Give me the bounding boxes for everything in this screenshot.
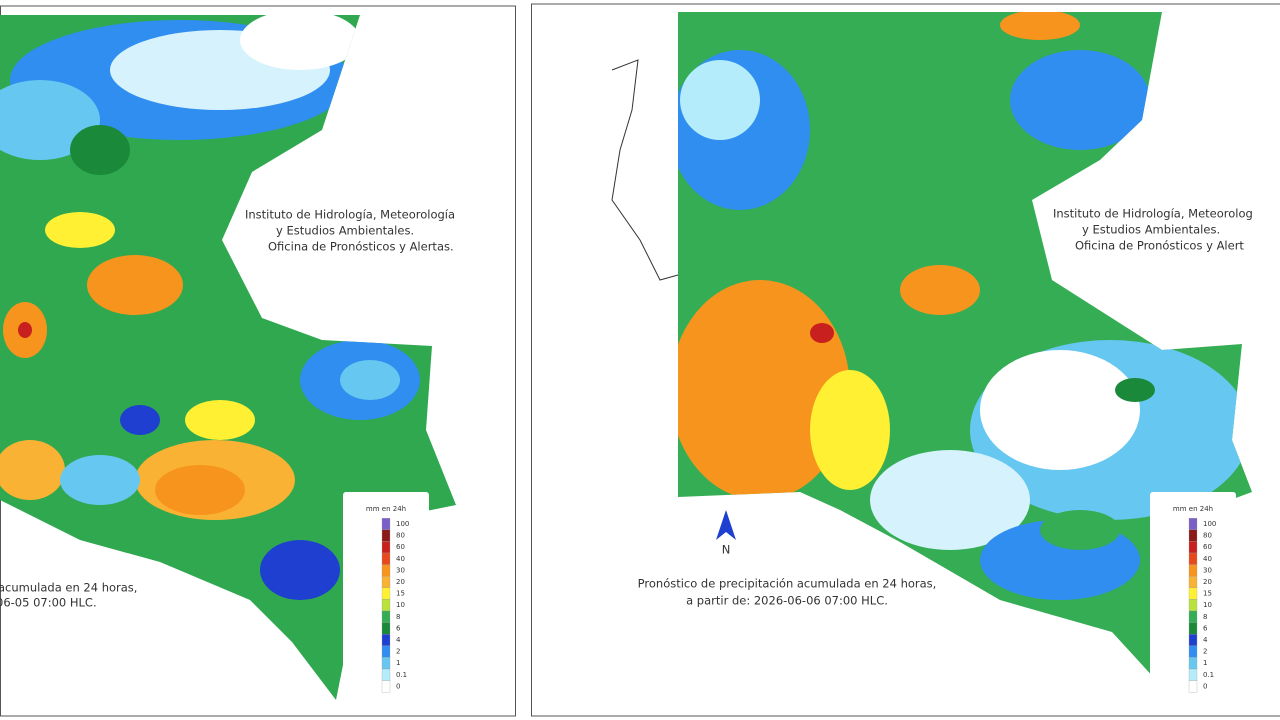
legend-swatch [381, 576, 391, 588]
legend-label: 6 [396, 624, 401, 632]
legend-label: 8 [396, 613, 400, 621]
panel-texts: Instituto de Hidrología, Meteorolog y Es… [638, 207, 1253, 608]
legend-swatch [1188, 668, 1198, 681]
legend-swatch [1188, 564, 1198, 577]
legend-swatch [1188, 680, 1198, 693]
legend-label: 0 [396, 682, 400, 690]
legend-label: 30 [396, 566, 405, 574]
legend-label: 6 [1203, 624, 1208, 632]
legend: mm en 24h 100 80 60 40 30 20 15 10 8 6 4 2 1 0.1 0 [343, 492, 429, 693]
institute-line: y Estudios Ambientales. [276, 224, 414, 238]
legend-swatch [381, 657, 391, 670]
legend-label: 2 [396, 648, 400, 656]
institute-line: Oficina de Pronósticos y Alert [1075, 239, 1244, 253]
legend-swatch [381, 622, 391, 635]
legend-swatch [381, 518, 391, 530]
institute-line: Oficina de Pronósticos y Alertas. [268, 240, 454, 254]
legend-swatch [381, 634, 391, 646]
legend-swatch [381, 680, 391, 693]
legend-label: 0.1 [1203, 671, 1214, 679]
legend-label: 4 [1203, 636, 1208, 644]
institute-line: Instituto de Hidrología, Meteorolog [1053, 207, 1253, 221]
legend-swatch [1188, 645, 1198, 658]
legend-label: 15 [1203, 590, 1212, 598]
legend-label: 40 [1203, 555, 1212, 563]
legend-label: 1 [396, 659, 400, 667]
legend-swatch [1188, 541, 1198, 554]
legend-label: 20 [1203, 578, 1212, 586]
legend: mm en 24h 100 80 60 40 30 20 15 10 8 6 4 2 1 0.1 0 [1150, 492, 1236, 693]
legend-swatch [1188, 587, 1198, 600]
caption-line: acumulada en 24 horas, [0, 581, 137, 595]
institute-line: Instituto de Hidrología, Meteorología [245, 208, 455, 222]
legend-swatch [1188, 518, 1198, 530]
legend-swatch [1188, 610, 1198, 623]
institute-line: y Estudios Ambientales. [1082, 223, 1220, 237]
legend-label: 40 [396, 555, 405, 563]
legend-label: 80 [396, 532, 405, 540]
legend-swatch [1188, 599, 1198, 612]
legend-label: 60 [1203, 543, 1212, 551]
legend-swatch [1188, 634, 1198, 646]
legend-label: 0 [1203, 682, 1207, 690]
caption-line: a partir de: 2026-06-06 07:00 HLC. [686, 594, 888, 608]
legend-swatch [381, 587, 391, 600]
legend-label: 0.1 [396, 671, 407, 679]
legend-swatch [381, 552, 391, 565]
legend-label: 100 [396, 520, 409, 528]
legend-swatch [381, 529, 391, 542]
north-arrow [716, 510, 736, 540]
legend-swatch [381, 599, 391, 612]
legend-label: 15 [396, 590, 405, 598]
legend-label: 1 [1203, 659, 1207, 667]
legend-label: 100 [1203, 520, 1216, 528]
legend-swatch [381, 610, 391, 623]
legend-label: 30 [1203, 566, 1212, 574]
caption-line: Pronóstico de precipitación acumulada en… [638, 577, 937, 591]
north-label: N [722, 543, 731, 557]
legend-label: 2 [1203, 648, 1207, 656]
legend-swatch [381, 645, 391, 658]
legend-swatch [381, 668, 391, 681]
legend-swatch [381, 564, 391, 577]
legend-label: 80 [1203, 532, 1212, 540]
legend-label: 4 [396, 636, 401, 644]
legend-swatch [1188, 529, 1198, 542]
legend-swatch [1188, 657, 1198, 670]
legend-title: mm en 24h [366, 505, 406, 513]
caption-line: 06-05 07:00 HLC. [0, 596, 97, 610]
legend-swatch [1188, 622, 1198, 635]
legend-swatch [1188, 552, 1198, 565]
legend-label: 20 [396, 578, 405, 586]
panel-texts: Instituto de Hidrología, Meteorología y … [0, 208, 455, 610]
legend-label: 10 [1203, 601, 1212, 609]
coastline [611, 59, 679, 281]
legend-label: 8 [1203, 613, 1207, 621]
legend-label: 10 [396, 601, 405, 609]
legend-title: mm en 24h [1173, 505, 1213, 513]
legend-swatch [381, 541, 391, 554]
legend-swatch [1188, 576, 1198, 588]
legend-label: 60 [396, 543, 405, 551]
